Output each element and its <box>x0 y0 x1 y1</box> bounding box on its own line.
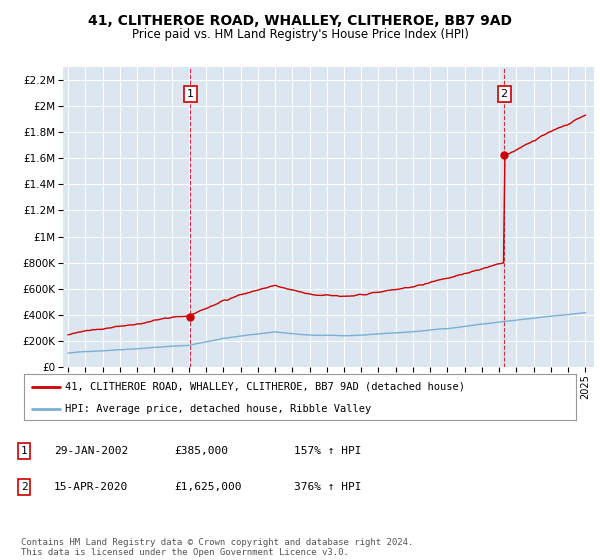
Text: 376% ↑ HPI: 376% ↑ HPI <box>294 482 361 492</box>
Text: £1,625,000: £1,625,000 <box>174 482 241 492</box>
Text: 41, CLITHEROE ROAD, WHALLEY, CLITHEROE, BB7 9AD: 41, CLITHEROE ROAD, WHALLEY, CLITHEROE, … <box>88 14 512 28</box>
Text: HPI: Average price, detached house, Ribble Valley: HPI: Average price, detached house, Ribb… <box>65 404 371 414</box>
Text: 2: 2 <box>500 89 508 99</box>
Text: 1: 1 <box>187 89 194 99</box>
Text: Contains HM Land Registry data © Crown copyright and database right 2024.
This d: Contains HM Land Registry data © Crown c… <box>21 538 413 557</box>
Text: 157% ↑ HPI: 157% ↑ HPI <box>294 446 361 456</box>
Text: 15-APR-2020: 15-APR-2020 <box>54 482 128 492</box>
Text: 2: 2 <box>20 482 28 492</box>
Text: 1: 1 <box>20 446 28 456</box>
Text: 29-JAN-2002: 29-JAN-2002 <box>54 446 128 456</box>
Text: Price paid vs. HM Land Registry's House Price Index (HPI): Price paid vs. HM Land Registry's House … <box>131 28 469 41</box>
Text: 41, CLITHEROE ROAD, WHALLEY, CLITHEROE, BB7 9AD (detached house): 41, CLITHEROE ROAD, WHALLEY, CLITHEROE, … <box>65 382 466 392</box>
Text: £385,000: £385,000 <box>174 446 228 456</box>
